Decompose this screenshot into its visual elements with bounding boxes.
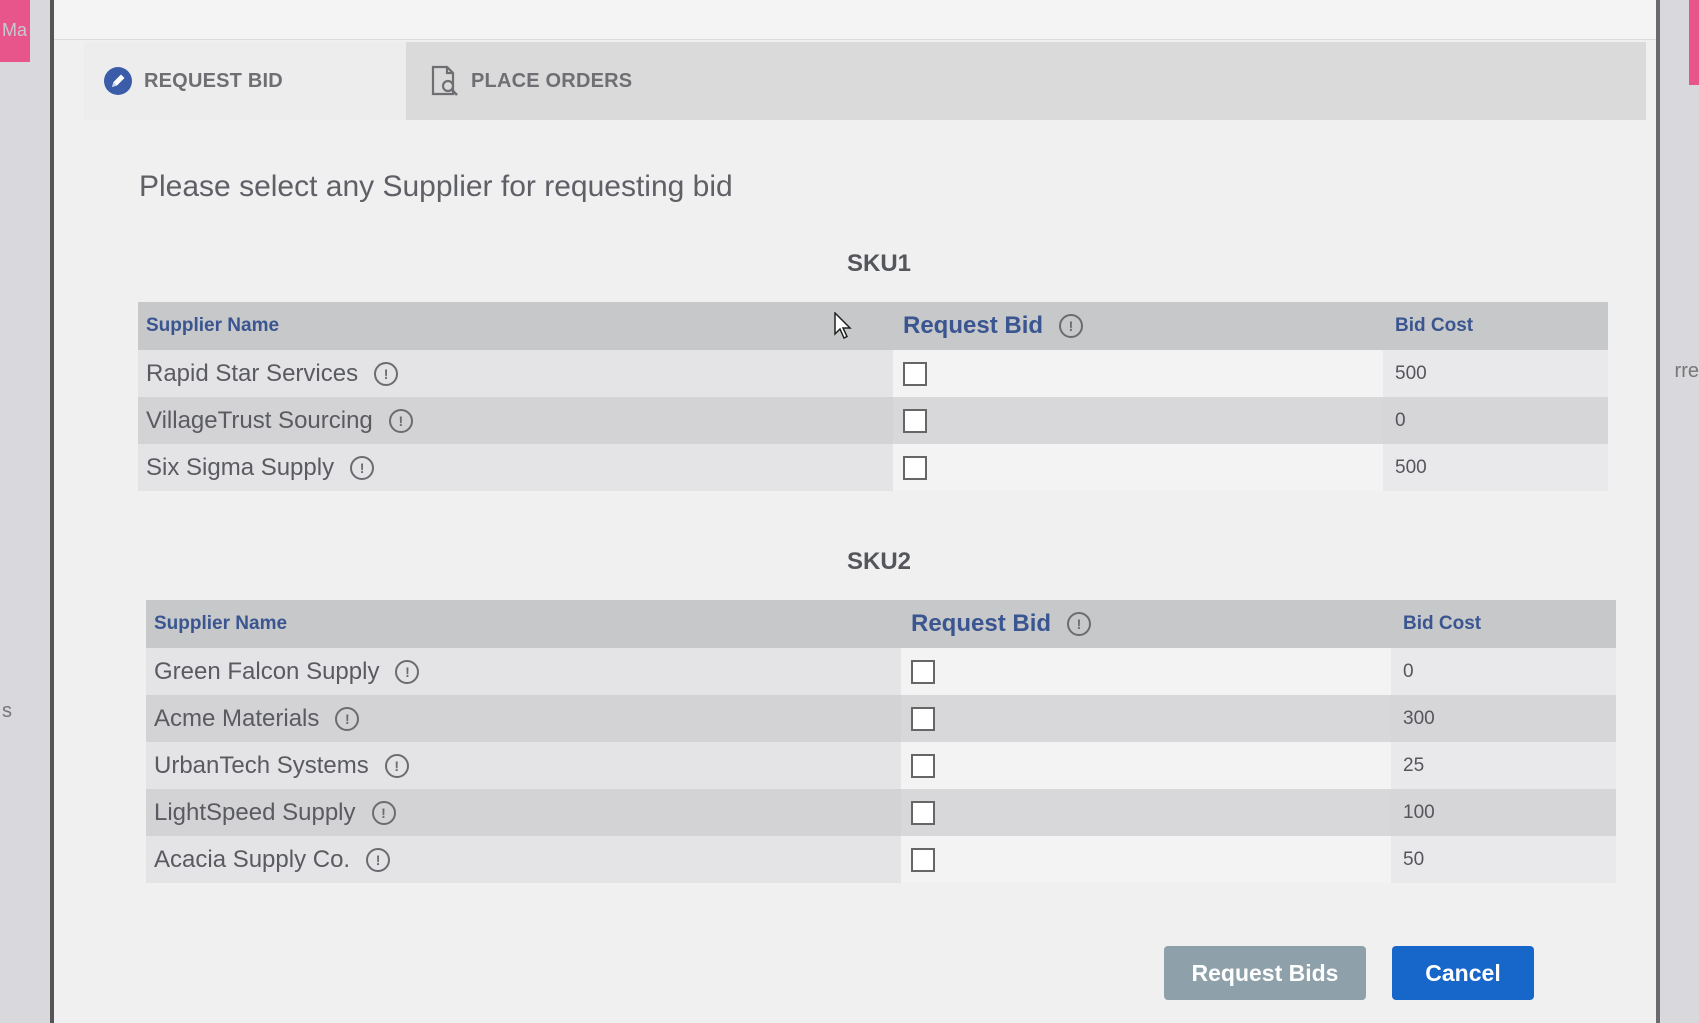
mouse-cursor-icon [834, 311, 852, 345]
info-icon[interactable]: ! [335, 706, 360, 731]
request-bid-checkbox[interactable] [911, 800, 935, 825]
cancel-button[interactable]: Cancel [1392, 946, 1534, 1000]
background-text: Ma [2, 20, 28, 40]
info-icon[interactable]: ! [371, 800, 396, 825]
column-header-supplier: Supplier Name [154, 613, 288, 634]
info-icon[interactable]: ! [1067, 612, 1092, 636]
supplier-name: Acacia Supply Co. [154, 845, 351, 873]
background-text: rre [1674, 360, 1699, 382]
background-window-left: Ma s [0, 0, 58, 1023]
column-header-bid-cost: Bid Cost [1403, 613, 1482, 634]
tab-bar: REQUEST BID PLACE ORDERS [84, 42, 1646, 120]
supplier-name: Green Falcon Supply [154, 657, 380, 685]
sku1-title: SKU1 [846, 250, 912, 277]
background-pink-strip [1689, 0, 1699, 85]
table-row: Six Sigma Supply! 500 [138, 444, 1608, 491]
bid-cost: 500 [1395, 456, 1427, 478]
info-icon[interactable]: ! [366, 847, 391, 872]
info-icon[interactable]: ! [388, 408, 413, 433]
supplier-name: Six Sigma Supply [146, 453, 335, 481]
tab-label: PLACE ORDERS [471, 69, 633, 92]
request-bid-checkbox[interactable] [911, 706, 935, 731]
background-pink-strip [0, 0, 30, 62]
column-header-request-bid: Request Bid [903, 312, 1044, 339]
info-icon[interactable]: ! [1059, 314, 1084, 338]
tab-request-bid[interactable]: REQUEST BID [84, 42, 406, 120]
bid-cost: 50 [1403, 848, 1425, 870]
tab-label: REQUEST BID [144, 69, 283, 92]
dialog-top-strip [54, 0, 1656, 40]
request-bid-checkbox[interactable] [903, 408, 927, 433]
sku2-table: Supplier Name Request Bid ! Bid Cost Gre… [146, 600, 1616, 883]
background-window-right: rre [1659, 0, 1699, 1023]
request-bid-checkbox[interactable] [911, 753, 935, 778]
request-bid-checkbox[interactable] [911, 659, 935, 684]
table-row: UrbanTech Systems! 25 [146, 742, 1616, 789]
info-icon[interactable]: ! [350, 455, 375, 480]
supplier-name: LightSpeed Supply [154, 798, 356, 826]
info-icon[interactable]: ! [374, 361, 399, 386]
pencil-icon [102, 65, 134, 97]
bid-cost: 0 [1395, 409, 1406, 431]
info-icon[interactable]: ! [384, 753, 409, 778]
table-row: Green Falcon Supply! 0 [146, 648, 1616, 695]
tab-place-orders[interactable]: PLACE ORDERS [429, 42, 632, 120]
sku2-title: SKU2 [846, 548, 912, 575]
bid-cost: 100 [1403, 801, 1435, 823]
bid-cost: 25 [1403, 754, 1425, 776]
supplier-name: VillageTrust Sourcing [146, 406, 373, 434]
background-text: s [2, 700, 12, 722]
request-bids-button[interactable]: Request Bids [1164, 946, 1366, 1000]
table-row: Acacia Supply Co.! 50 [146, 836, 1616, 883]
supplier-name: UrbanTech Systems [154, 751, 369, 779]
request-bid-checkbox[interactable] [903, 455, 927, 480]
table-row: LightSpeed Supply! 100 [146, 789, 1616, 836]
table-row: VillageTrust Sourcing! 0 [138, 397, 1608, 444]
instruction-text: Please select any Supplier for requestin… [139, 170, 733, 203]
column-header-supplier: Supplier Name [146, 315, 280, 336]
bid-cost: 300 [1403, 707, 1435, 729]
request-bid-checkbox[interactable] [903, 361, 927, 386]
supplier-name: Acme Materials [154, 704, 320, 732]
bid-cost: 0 [1403, 660, 1414, 682]
table-row: Rapid Star Services! 500 [138, 350, 1608, 397]
column-header-request-bid: Request Bid [911, 610, 1052, 637]
request-bid-checkbox[interactable] [911, 847, 935, 872]
bid-cost: 500 [1395, 362, 1427, 384]
table-header: Supplier Name Request Bid ! Bid Cost [146, 600, 1616, 648]
document-search-icon [429, 65, 461, 97]
table-header: Supplier Name Request Bid ! Bid Cost [138, 302, 1608, 350]
sku1-table: Supplier Name Request Bid ! Bid Cost Rap… [138, 302, 1608, 491]
info-icon[interactable]: ! [395, 659, 420, 684]
table-row: Acme Materials! 300 [146, 695, 1616, 742]
column-header-bid-cost: Bid Cost [1395, 315, 1474, 336]
supplier-name: Rapid Star Services [146, 359, 359, 387]
request-bid-dialog: REQUEST BID PLACE ORDERS Please select a… [50, 0, 1660, 1023]
